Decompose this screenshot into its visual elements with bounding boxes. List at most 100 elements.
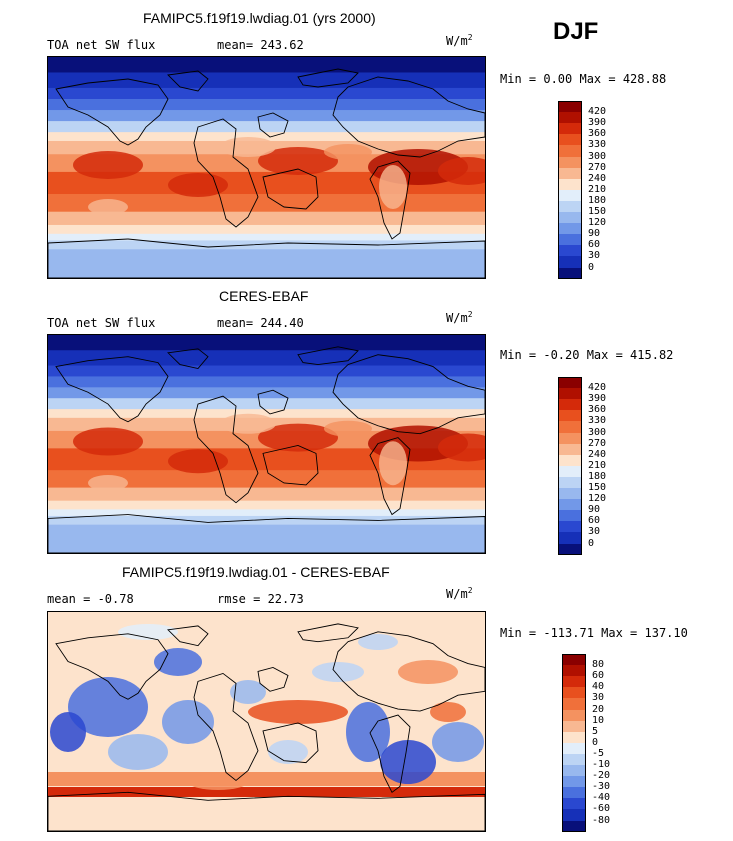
colorbar-tick-label: 60 — [588, 515, 601, 527]
colorbar-swatch — [562, 654, 586, 666]
panel-2-map-svg — [48, 335, 485, 553]
colorbar-tick-label: 300 — [588, 150, 607, 162]
panel-3-map — [47, 611, 486, 832]
colorbar-tick-label: 60 — [592, 670, 605, 682]
colorbar-swatch — [558, 223, 582, 235]
colorbar-tick-label: 90 — [588, 504, 601, 516]
colorbar-tick-label: 300 — [588, 426, 607, 438]
colorbar-swatch — [558, 234, 582, 246]
colorbar-tick-label: 390 — [588, 393, 607, 405]
panel-1-map — [47, 56, 486, 279]
panel-2-map — [47, 334, 486, 554]
colorbar-swatch — [558, 112, 582, 124]
colorbar-swatch — [558, 245, 582, 257]
colorbar-tick-label: 360 — [588, 128, 607, 140]
panel-3-title: FAMIPC5.f19f19.lwdiag.01 - CERES-EBAF — [122, 564, 390, 580]
colorbar-swatch — [558, 101, 582, 113]
panel-2-variable-label: TOA net SW flux — [47, 316, 156, 330]
colorbar-tick-label: 420 — [588, 106, 607, 118]
panel-3-minmax-label: Min = -113.71 Max = 137.10 — [500, 626, 688, 640]
panel-1-minmax-label: Min = 0.00 Max = 428.88 — [500, 72, 667, 86]
panel-1-title: FAMIPC5.f19f19.lwdiag.01 (yrs 2000) — [143, 10, 376, 26]
colorbar-swatch — [558, 267, 582, 280]
colorbar-tick-label: 30 — [592, 692, 605, 704]
panel-1-mean-label: mean= 243.62 — [217, 38, 304, 52]
panel-2-title: CERES-EBAF — [219, 288, 309, 304]
colorbar-tick-label: 270 — [588, 437, 607, 449]
colorbar-swatch — [558, 388, 582, 400]
colorbar-tick-label: 120 — [588, 493, 607, 505]
colorbar-tick-label: 90 — [588, 228, 601, 240]
panel-3-unit-label: W/m2 — [446, 586, 473, 601]
colorbar-tick-label: -30 — [592, 781, 611, 793]
colorbar-swatch — [558, 145, 582, 157]
colorbar-swatch — [558, 421, 582, 433]
colorbar-swatch — [562, 742, 586, 755]
colorbar-tick-label: 30 — [588, 526, 601, 538]
colorbar-swatch — [562, 820, 586, 833]
colorbar-swatch — [558, 134, 582, 146]
colorbar-swatch — [562, 709, 586, 722]
colorbar-swatch — [562, 753, 586, 766]
panel-2-mean-label: mean= 244.40 — [217, 316, 304, 330]
colorbar-swatch — [562, 776, 586, 788]
colorbar-tick-label: 120 — [588, 217, 607, 229]
colorbar-tick-label: 420 — [588, 382, 607, 394]
colorbar-swatch — [558, 123, 582, 135]
colorbar-swatch — [558, 256, 582, 268]
colorbar-tick-label: 180 — [588, 194, 607, 206]
colorbar-swatch — [562, 787, 586, 799]
colorbar-swatch — [558, 167, 582, 180]
colorbar-swatch — [558, 212, 582, 224]
colorbar-swatch — [558, 510, 582, 522]
colorbar-frame — [558, 101, 582, 279]
colorbar-tick-label: 210 — [588, 183, 607, 195]
season-label: DJF — [553, 18, 599, 45]
colorbar-tick-label: 0 — [588, 537, 595, 549]
colorbar-swatch — [562, 731, 586, 744]
colorbar-tick-label: 180 — [588, 470, 607, 482]
colorbar-tick-label: 210 — [588, 459, 607, 471]
colorbar-tick-label: 240 — [588, 172, 607, 184]
colorbar-swatch — [562, 676, 586, 688]
colorbar-tick-label: -5 — [592, 747, 605, 759]
panel-2-unit-label: W/m2 — [446, 310, 473, 325]
colorbar-tick-label: 0 — [592, 736, 599, 748]
colorbar-swatch — [558, 399, 582, 411]
colorbar-tick-label: 150 — [588, 206, 607, 217]
panel-3-mean-label: mean = -0.78 — [47, 592, 134, 606]
colorbar-swatch — [558, 189, 582, 202]
colorbar-tick-label: 30 — [588, 250, 601, 262]
panel-3-map-svg — [48, 612, 485, 831]
colorbar-swatch — [558, 488, 582, 500]
colorbar-tick-label: 5 — [592, 725, 599, 737]
colorbar-tick-label: 270 — [588, 161, 607, 173]
colorbar-tick-label: 40 — [592, 681, 605, 693]
colorbar-tick-label: 10 — [592, 714, 605, 726]
colorbar-swatch — [558, 476, 582, 489]
colorbar-swatch — [562, 698, 586, 710]
colorbar-tick-label: -10 — [592, 759, 611, 770]
colorbar-swatch — [558, 465, 582, 478]
colorbar-tick-label: 360 — [588, 404, 607, 416]
colorbar-swatch — [558, 200, 582, 213]
panel-1-unit-label: W/m2 — [446, 33, 473, 48]
colorbar-tick-label: 80 — [592, 659, 605, 671]
colorbar-frame — [562, 654, 586, 832]
colorbar-swatch — [558, 454, 582, 467]
colorbar-swatch — [558, 410, 582, 422]
colorbar-swatch — [562, 798, 586, 810]
colorbar-swatch — [558, 377, 582, 389]
colorbar-tick-label: 330 — [588, 415, 607, 427]
colorbar-swatch — [562, 687, 586, 699]
panel-2-minmax-label: Min = -0.20 Max = 415.82 — [500, 348, 674, 362]
colorbar-tick-label: 240 — [588, 448, 607, 460]
colorbar-swatch — [558, 432, 582, 445]
colorbar-swatch — [558, 543, 582, 556]
colorbar-tick-label: -80 — [592, 814, 611, 826]
colorbar-tick-label: 390 — [588, 117, 607, 129]
colorbar-swatch — [558, 532, 582, 544]
colorbar-tick-label: 20 — [592, 703, 605, 715]
colorbar-tick-label: 330 — [588, 139, 607, 151]
colorbar-tick-label: 150 — [588, 482, 607, 493]
